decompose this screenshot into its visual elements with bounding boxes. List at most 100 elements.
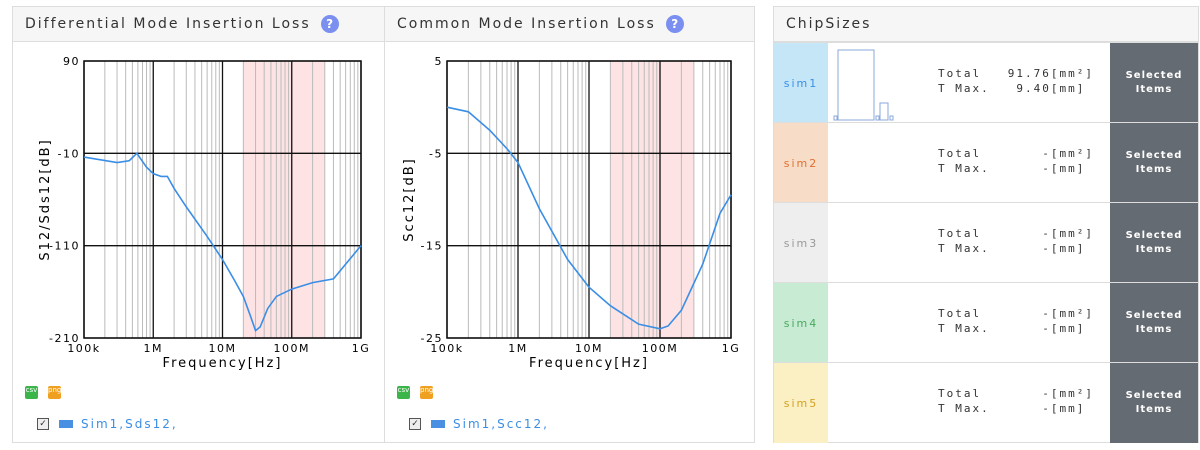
csv-export-icon[interactable]: csv (397, 386, 410, 399)
total-label: Total (938, 307, 982, 320)
checkbox-icon[interactable]: ✓ (409, 418, 421, 430)
x-axis-label: Frequency[Hz] (529, 356, 649, 371)
total-unit: [mm²] (1050, 67, 1094, 80)
sim-label: sim3 (774, 203, 828, 283)
x-tick-label: 100M (274, 342, 311, 355)
sim-label: sim4 (774, 283, 828, 363)
x-tick-label: 1G (352, 342, 371, 355)
legend-item[interactable]: ✓ Sim1,Sds12, (37, 417, 178, 431)
total-value: - (1042, 147, 1051, 160)
tmax-value: - (1042, 402, 1051, 415)
panel-title: Common Mode Insertion Loss (397, 16, 656, 32)
x-tick-label: 1M (508, 342, 528, 355)
legend-label: Sim1,Scc12, (453, 417, 549, 431)
help-icon[interactable]: ? (320, 15, 339, 33)
help-icon[interactable]: ? (665, 15, 684, 33)
sim-label: sim2 (774, 123, 828, 203)
panel-title: Differential Mode Insertion Loss (25, 16, 311, 32)
total-label: Total (938, 387, 982, 400)
y-tick-label: -110 (49, 240, 80, 253)
sim-label: sim5 (774, 363, 828, 443)
total-unit: [mm²] (1050, 227, 1094, 240)
x-tick-label: 10M (575, 342, 603, 355)
total-value: 91.76 (1007, 67, 1051, 80)
shaded-band (610, 61, 694, 338)
chip-row-sim4: sim4 Total -[mm²] T Max. -[mm] Selected It… (774, 282, 1198, 363)
x-tick-label: 100M (642, 342, 679, 355)
checkbox-icon[interactable]: ✓ (37, 418, 49, 430)
total-unit: [mm²] (1050, 307, 1094, 320)
total-unit: [mm²] (1050, 147, 1094, 160)
chip-body: Total -[mm²] T Max. -[mm] (828, 123, 1110, 203)
chip-body: Total 91.76[mm²] T Max. 9.40[mm] (828, 43, 1110, 123)
legend-label: Sim1,Sds12, (81, 417, 178, 431)
y-tick-label: -15 (421, 240, 443, 253)
x-tick-label: 100k (67, 342, 100, 355)
panel-title: ChipSizes (786, 16, 872, 32)
tmax-unit: [mm] (1050, 242, 1086, 255)
tmax-unit: [mm] (1050, 82, 1086, 95)
y-tick-label: 5 (435, 55, 444, 68)
x-axis-label: Frequency[Hz] (163, 356, 283, 371)
series-line (446, 106, 732, 330)
png-export-icon[interactable]: png (48, 386, 61, 399)
csv-export-icon[interactable]: csv (25, 386, 38, 399)
tmax-unit: [mm] (1050, 402, 1086, 415)
x-tick-label: 1M (144, 342, 164, 355)
legend-swatch (431, 420, 445, 428)
tmax-unit: [mm] (1050, 162, 1086, 175)
plot-frame (83, 60, 362, 339)
selected-items-button[interactable]: Selected Items (1110, 283, 1198, 363)
x-tick-label: 100k (430, 342, 463, 355)
tmax-label: T Max. (938, 242, 990, 255)
total-value: - (1042, 307, 1051, 320)
chip-row-sim5: sim5 Total -[mm²] T Max. -[mm] Selected It… (774, 362, 1198, 443)
chip-body: Total -[mm²] T Max. -[mm] (828, 283, 1110, 363)
tmax-label: T Max. (938, 402, 990, 415)
total-value: - (1042, 227, 1051, 240)
tmax-value: 9.40 (1016, 82, 1051, 95)
chart-differential: 100k 1M 10M 100M 1G 90 -10 -110 -210 Frequency[Hz… (38, 55, 371, 371)
tmax-value: - (1042, 322, 1051, 335)
shaded-band (243, 61, 325, 338)
total-label: Total (938, 67, 982, 80)
selected-items-button[interactable]: Selected Items (1110, 123, 1198, 203)
y-tick-label: -210 (49, 332, 80, 345)
tmax-label: T Max. (938, 162, 990, 175)
legend-swatch (59, 420, 73, 428)
total-label: Total (938, 227, 982, 240)
selected-items-button[interactable]: Selected Items (1110, 363, 1198, 443)
chart-panel-common: Common Mode Insertion Loss? 100k 1M 10M 100… (384, 6, 755, 443)
tmax-label: T Max. (938, 82, 990, 95)
y-axis-label: Scc12[dB] (402, 157, 417, 241)
chip-row-sim3: sim3 Total -[mm²] T Max. -[mm] Selected It… (774, 202, 1198, 283)
chart-common: 100k 1M 10M 100M 1G 5 -5 -15 -25 Frequency[Hz] Scc… (402, 55, 741, 371)
total-value: - (1042, 387, 1051, 400)
x-tick-label: 10M (209, 342, 237, 355)
tmax-unit: [mm] (1050, 322, 1086, 335)
tmax-value: - (1042, 242, 1051, 255)
chip-row-sim2: sim2 Total -[mm²] T Max. -[mm] Selected It… (774, 122, 1198, 203)
total-unit: [mm²] (1050, 387, 1094, 400)
y-tick-label: -5 (429, 147, 443, 160)
y-axis-label: S12/Sds12[dB] (38, 138, 53, 260)
series-line (83, 152, 362, 332)
selected-items-button[interactable]: Selected Items (1110, 43, 1198, 123)
y-tick-label: 90 (63, 55, 80, 68)
chip-row-sim1: sim1 Total 91.76[mm²] T Max. 9.40[mm] Sele… (774, 42, 1198, 123)
chip-thumbnail (833, 49, 894, 121)
total-label: Total (938, 147, 982, 160)
plot-frame (446, 60, 732, 339)
png-export-icon[interactable]: png (420, 386, 433, 399)
tmax-label: T Max. (938, 322, 990, 335)
tmax-value: - (1042, 162, 1051, 175)
legend-item[interactable]: ✓ Sim1,Scc12, (409, 417, 549, 431)
chipsizes-panel: ChipSizes sim1 Total 91.76[mm²] T Max. 9.4… (773, 6, 1199, 443)
x-tick-label: 1G (722, 342, 741, 355)
chart-panel-differential: Differential Mode Insertion Loss? 100k 1M… (12, 6, 385, 443)
selected-items-button[interactable]: Selected Items (1110, 203, 1198, 283)
y-tick-label: -10 (58, 147, 80, 160)
y-tick-label: -25 (421, 332, 443, 345)
chip-body: Total -[mm²] T Max. -[mm] (828, 363, 1110, 443)
sim-label: sim1 (774, 43, 828, 123)
